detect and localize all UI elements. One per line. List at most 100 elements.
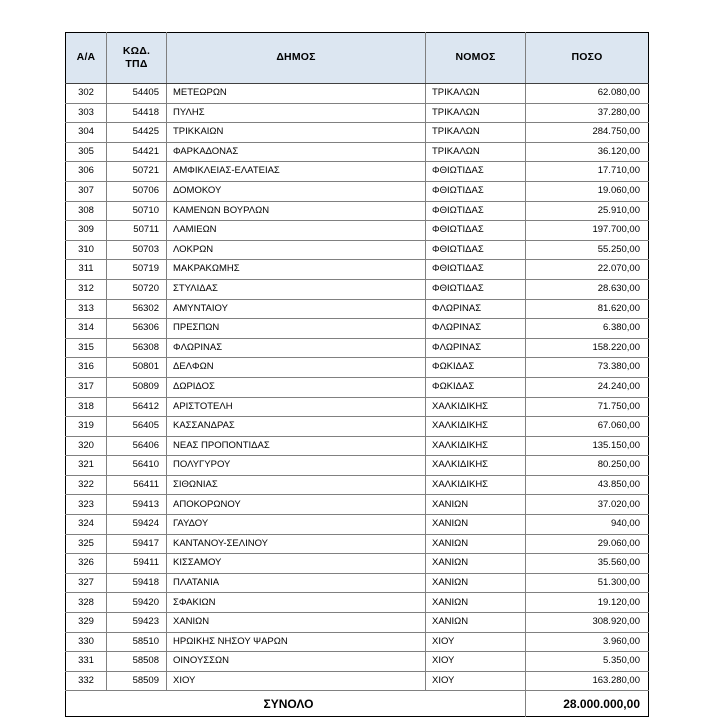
cell-dimos: ΔΟΜΟΚΟΥ xyxy=(166,181,426,202)
cell-amount: 55.250,00 xyxy=(525,240,649,261)
cell-code: 50721 xyxy=(106,161,167,182)
cell-nomos: ΧΑΝΙΩΝ xyxy=(425,573,526,594)
cell-aa: 322 xyxy=(65,475,107,496)
table-row: 332 58509 ΧΙΟΥ ΧΙΟΥ 163.280,00 xyxy=(65,671,649,692)
cell-dimos: ΣΦΑΚΙΩΝ xyxy=(166,592,426,614)
cell-code: 50809 xyxy=(106,377,167,398)
cell-dimos: ΧΑΝΙΩΝ xyxy=(166,612,426,633)
cell-amount: 17.710,00 xyxy=(525,161,649,182)
cell-amount: 36.120,00 xyxy=(525,142,649,163)
table-row: 308 50710 ΚΑΜΕΝΩΝ ΒΟΥΡΛΩΝ ΦΘΙΩΤΙΔΑΣ 25.910,0… xyxy=(65,201,649,222)
cell-dimos: ΑΡΙΣΤΟΤΕΛΗ xyxy=(166,397,426,418)
cell-nomos: ΤΡΙΚΑΛΩΝ xyxy=(425,83,526,104)
table-row: 326 59411 ΚΙΣΣΑΜΟΥ ΧΑΝΙΩΝ 35.560,00 xyxy=(65,553,649,574)
cell-nomos: ΦΛΩΡΙΝΑΣ xyxy=(425,338,526,359)
cell-code: 56406 xyxy=(106,436,167,457)
table-row: 316 50801 ΔΕΛΦΩΝ ΦΩΚΙΔΑΣ 73.380,00 xyxy=(65,357,649,378)
cell-dimos: ΧΙΟΥ xyxy=(166,671,426,692)
table-footer: ΣΥΝΟΛΟ 28.000.000,00 xyxy=(65,690,649,717)
cell-code: 59424 xyxy=(106,514,167,535)
cell-aa: 329 xyxy=(65,612,107,633)
cell-code: 50711 xyxy=(106,220,167,241)
cell-amount: 5.350,00 xyxy=(525,651,649,672)
column-header-code-line1: ΚΩΔ. xyxy=(122,44,151,57)
cell-aa: 321 xyxy=(65,455,107,476)
cell-aa: 313 xyxy=(65,299,107,320)
cell-dimos: ΣΤΥΛΙΔΑΣ xyxy=(166,279,426,300)
column-header-poso: ΠΟΣΟ xyxy=(525,32,649,84)
cell-dimos: ΚΙΣΣΑΜΟΥ xyxy=(166,553,426,574)
cell-aa: 306 xyxy=(65,161,107,182)
header-row: Α/Α ΚΩΔ. ΤΠΔ ΔΗΜΟΣ ΝΟΜΟΣ ΠΟΣΟ xyxy=(65,32,649,84)
cell-dimos: ΦΑΡΚΑΔΟΝΑΣ xyxy=(166,142,426,163)
table-row: 325 59417 ΚΑΝΤΑΝΟΥ-ΣΕΛΙΝΟΥ ΧΑΝΙΩΝ 29.060,00 xyxy=(65,534,649,555)
cell-aa: 312 xyxy=(65,279,107,300)
cell-aa: 332 xyxy=(65,671,107,692)
cell-aa: 318 xyxy=(65,397,107,418)
cell-code: 54425 xyxy=(106,122,167,143)
table-row: 305 54421 ΦΑΡΚΑΔΟΝΑΣ ΤΡΙΚΑΛΩΝ 36.120,00 xyxy=(65,142,649,163)
cell-dimos: ΔΩΡΙΔΟΣ xyxy=(166,377,426,398)
cell-code: 50703 xyxy=(106,240,167,261)
cell-code: 58510 xyxy=(106,632,167,653)
table-row: 307 50706 ΔΟΜΟΚΟΥ ΦΘΙΩΤΙΔΑΣ 19.060,00 xyxy=(65,181,649,202)
funding-table-container: Α/Α ΚΩΔ. ΤΠΔ ΔΗΜΟΣ ΝΟΜΟΣ ΠΟΣΟ 302 54405 ΜΕ… xyxy=(65,32,649,717)
cell-aa: 307 xyxy=(65,181,107,202)
cell-dimos: ΑΜΥΝΤΑΙΟΥ xyxy=(166,299,426,320)
cell-code: 50719 xyxy=(106,259,167,280)
table-row: 318 56412 ΑΡΙΣΤΟΤΕΛΗ ΧΑΛΚΙΔΙΚΗΣ 71.750,00 xyxy=(65,397,649,418)
cell-code: 54418 xyxy=(106,103,167,124)
cell-amount: 308.920,00 xyxy=(525,612,649,633)
cell-aa: 314 xyxy=(65,318,107,339)
cell-code: 59420 xyxy=(106,592,167,614)
table-row: 310 50703 ΛΟΚΡΩΝ ΦΘΙΩΤΙΔΑΣ 55.250,00 xyxy=(65,240,649,261)
total-label: ΣΥΝΟΛΟ xyxy=(65,690,526,717)
table-row: 329 59423 ΧΑΝΙΩΝ ΧΑΝΙΩΝ 308.920,00 xyxy=(65,612,649,633)
cell-aa: 302 xyxy=(65,83,107,104)
cell-aa: 319 xyxy=(65,416,107,437)
cell-nomos: ΧΑΝΙΩΝ xyxy=(425,592,526,614)
cell-code: 59417 xyxy=(106,534,167,555)
cell-dimos: ΜΑΚΡΑΚΩΜΗΣ xyxy=(166,259,426,280)
cell-aa: 328 xyxy=(65,592,107,614)
cell-nomos: ΦΘΙΩΤΙΔΑΣ xyxy=(425,279,526,300)
cell-aa: 305 xyxy=(65,142,107,163)
cell-dimos: ΚΑΜΕΝΩΝ ΒΟΥΡΛΩΝ xyxy=(166,201,426,222)
cell-amount: 163.280,00 xyxy=(525,671,649,692)
municipality-funding-table: Α/Α ΚΩΔ. ΤΠΔ ΔΗΜΟΣ ΝΟΜΟΣ ΠΟΣΟ 302 54405 ΜΕ… xyxy=(65,32,649,717)
cell-dimos: ΠΡΕΣΠΩΝ xyxy=(166,318,426,339)
cell-amount: 158.220,00 xyxy=(525,338,649,359)
table-row: 313 56302 ΑΜΥΝΤΑΙΟΥ ΦΛΩΡΙΝΑΣ 81.620,00 xyxy=(65,299,649,320)
cell-code: 59423 xyxy=(106,612,167,633)
cell-amount: 62.080,00 xyxy=(525,83,649,104)
column-header-code-line2: ΤΠΔ xyxy=(125,58,148,70)
cell-code: 54405 xyxy=(106,83,167,104)
cell-code: 56405 xyxy=(106,416,167,437)
cell-amount: 28.630,00 xyxy=(525,279,649,300)
table-row: 319 56405 ΚΑΣΣΑΝΔΡΑΣ ΧΑΛΚΙΔΙΚΗΣ 67.060,00 xyxy=(65,416,649,437)
cell-dimos: ΓΑΥΔΟΥ xyxy=(166,514,426,535)
cell-nomos: ΦΩΚΙΔΑΣ xyxy=(425,357,526,378)
table-body: 302 54405 ΜΕΤΕΩΡΩΝ ΤΡΙΚΑΛΩΝ 62.080,00 303 5441… xyxy=(65,83,649,692)
cell-nomos: ΦΘΙΩΤΙΔΑΣ xyxy=(425,161,526,182)
cell-amount: 37.020,00 xyxy=(525,494,649,516)
cell-dimos: ΜΕΤΕΩΡΩΝ xyxy=(166,83,426,104)
cell-nomos: ΦΘΙΩΤΙΔΑΣ xyxy=(425,240,526,261)
cell-amount: 25.910,00 xyxy=(525,201,649,222)
cell-aa: 303 xyxy=(65,103,107,124)
column-header-dimos: ΔΗΜΟΣ xyxy=(166,32,426,84)
cell-nomos: ΦΘΙΩΤΙΔΑΣ xyxy=(425,181,526,202)
cell-code: 59418 xyxy=(106,573,167,594)
cell-aa: 317 xyxy=(65,377,107,398)
cell-nomos: ΦΘΙΩΤΙΔΑΣ xyxy=(425,259,526,280)
cell-dimos: ΚΑΝΤΑΝΟΥ-ΣΕΛΙΝΟΥ xyxy=(166,534,426,555)
cell-aa: 311 xyxy=(65,259,107,280)
cell-amount: 135.150,00 xyxy=(525,436,649,457)
table-row: 320 56406 ΝΕΑΣ ΠΡΟΠΟΝΤΙΔΑΣ ΧΑΛΚΙΔΙΚΗΣ 135.15… xyxy=(65,436,649,457)
cell-code: 58508 xyxy=(106,651,167,672)
cell-amount: 19.060,00 xyxy=(525,181,649,202)
cell-dimos: ΤΡΙΚΚΑΙΩΝ xyxy=(166,122,426,143)
table-row: 306 50721 ΑΜΦΙΚΛΕΙΑΣ-ΕΛΑΤΕΙΑΣ ΦΘΙΩΤΙΔΑΣ 17.7… xyxy=(65,161,649,182)
cell-amount: 197.700,00 xyxy=(525,220,649,241)
